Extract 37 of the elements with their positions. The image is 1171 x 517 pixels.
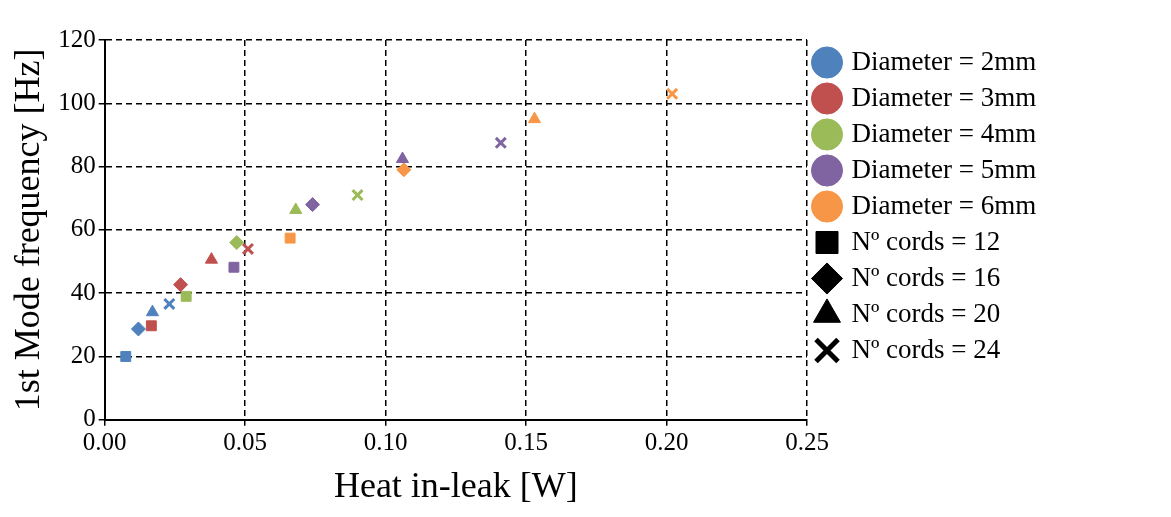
point: [180, 290, 192, 302]
point: [173, 277, 189, 293]
x-tick-label: 0.25: [785, 428, 829, 456]
point: [665, 87, 679, 101]
legend-label: Diameter = 4mm: [851, 117, 1037, 148]
y-tick-label: 100: [58, 87, 96, 115]
x-tick-label: 0.10: [363, 428, 408, 456]
x-tick-label: 0.15: [504, 428, 548, 456]
x-tick-label: 0.05: [223, 428, 268, 456]
legend-label: Nº cords = 16: [851, 261, 1001, 292]
point: [527, 111, 542, 124]
legend-label: Nº cords = 20: [851, 297, 1001, 328]
point: [351, 188, 364, 202]
legend-label: Diameter = 2mm: [851, 45, 1037, 76]
point: [494, 136, 508, 150]
point: [395, 151, 410, 163]
point: [241, 242, 255, 256]
x-axis-title: Heat in-leak [W]: [333, 464, 578, 505]
point: [396, 162, 412, 178]
point: [305, 197, 321, 213]
legend-label: Diameter = 5mm: [851, 153, 1037, 184]
legend-label: Nº cords = 12: [851, 225, 1001, 256]
point: [145, 304, 160, 317]
y-tick-label: 120: [58, 24, 96, 52]
y-axis-title: 1st Mode frequency [Hz]: [7, 48, 48, 412]
point: [289, 202, 303, 214]
y-tick-label: 60: [70, 214, 96, 242]
legend-label: Nº cords = 24: [851, 333, 1001, 364]
point: [130, 321, 146, 337]
legend-label: Diameter = 3mm: [851, 81, 1037, 112]
point: [162, 297, 176, 311]
y-tick-label: 20: [70, 341, 96, 369]
y-tick-label: 40: [70, 277, 96, 305]
point: [204, 252, 219, 264]
y-tick-label: 80: [70, 151, 96, 179]
legend-label: Diameter = 6mm: [851, 189, 1037, 220]
x-tick-label: 0.20: [644, 428, 689, 456]
